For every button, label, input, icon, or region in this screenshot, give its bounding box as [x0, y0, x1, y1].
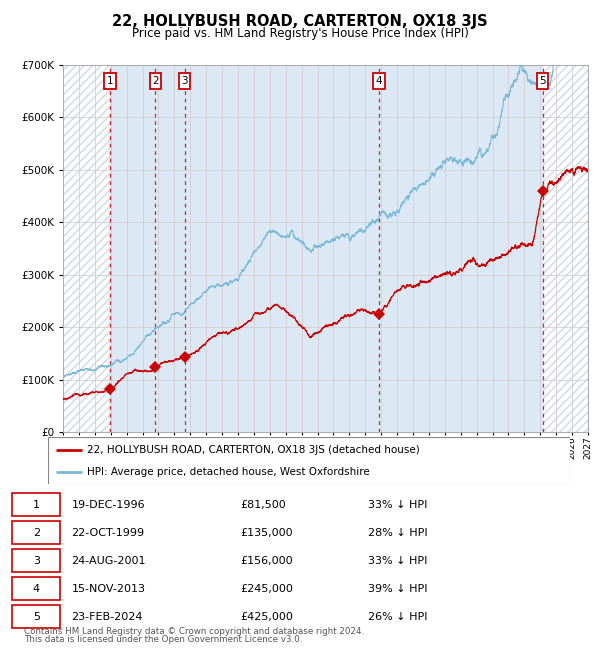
Text: 5: 5 [539, 76, 546, 86]
FancyBboxPatch shape [13, 549, 61, 572]
Text: 24-AUG-2001: 24-AUG-2001 [71, 556, 146, 566]
Bar [110, 65, 185, 432]
Text: Contains HM Land Registry data © Crown copyright and database right 2024.: Contains HM Land Registry data © Crown c… [24, 627, 364, 636]
Text: 22, HOLLYBUSH ROAD, CARTERTON, OX18 3JS (detached house): 22, HOLLYBUSH ROAD, CARTERTON, OX18 3JS … [87, 445, 420, 455]
Text: 4: 4 [33, 584, 40, 593]
Text: 5: 5 [33, 612, 40, 621]
Bar [63, 65, 110, 432]
FancyBboxPatch shape [13, 605, 61, 628]
Text: This data is licensed under the Open Government Licence v3.0.: This data is licensed under the Open Gov… [24, 634, 302, 644]
Bar [542, 65, 588, 432]
Text: 26% ↓ HPI: 26% ↓ HPI [368, 612, 427, 621]
FancyBboxPatch shape [13, 577, 61, 600]
Text: 3: 3 [181, 76, 188, 86]
Text: 1: 1 [33, 500, 40, 510]
Text: 19-DEC-1996: 19-DEC-1996 [71, 500, 145, 510]
Text: 3: 3 [33, 556, 40, 566]
Text: 28% ↓ HPI: 28% ↓ HPI [368, 528, 427, 538]
Text: £245,000: £245,000 [241, 584, 293, 593]
Text: 22, HOLLYBUSH ROAD, CARTERTON, OX18 3JS: 22, HOLLYBUSH ROAD, CARTERTON, OX18 3JS [112, 14, 488, 29]
Text: 22-OCT-1999: 22-OCT-1999 [71, 528, 145, 538]
Text: £81,500: £81,500 [241, 500, 287, 510]
Text: Price paid vs. HM Land Registry's House Price Index (HPI): Price paid vs. HM Land Registry's House … [131, 27, 469, 40]
Text: 2: 2 [33, 528, 40, 538]
Text: 39% ↓ HPI: 39% ↓ HPI [368, 584, 427, 593]
Text: £156,000: £156,000 [241, 556, 293, 566]
FancyBboxPatch shape [13, 493, 61, 516]
Text: 23-FEB-2024: 23-FEB-2024 [71, 612, 143, 621]
Text: 2: 2 [152, 76, 159, 86]
FancyBboxPatch shape [13, 521, 61, 544]
Text: 15-NOV-2013: 15-NOV-2013 [71, 584, 146, 593]
Text: £135,000: £135,000 [241, 528, 293, 538]
Text: 33% ↓ HPI: 33% ↓ HPI [368, 556, 427, 566]
Text: 1: 1 [107, 76, 113, 86]
Text: 33% ↓ HPI: 33% ↓ HPI [368, 500, 427, 510]
Bar [63, 65, 110, 432]
Text: £425,000: £425,000 [241, 612, 293, 621]
Bar [185, 65, 542, 432]
Bar [542, 65, 588, 432]
Text: 4: 4 [376, 76, 382, 86]
Text: HPI: Average price, detached house, West Oxfordshire: HPI: Average price, detached house, West… [87, 467, 370, 476]
